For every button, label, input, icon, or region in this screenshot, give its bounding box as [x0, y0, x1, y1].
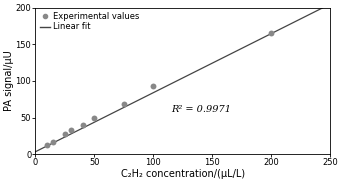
Point — [268, 32, 274, 35]
Y-axis label: PA signal/μU: PA signal/μU — [4, 51, 14, 111]
Point — [121, 103, 127, 106]
Point — [80, 124, 85, 126]
Legend: Experimental values, Linear fit: Experimental values, Linear fit — [38, 10, 141, 33]
X-axis label: C₂H₂ concentration/(μL/L): C₂H₂ concentration/(μL/L) — [121, 169, 245, 179]
Point — [44, 144, 50, 147]
Point — [150, 85, 156, 88]
Point — [62, 132, 68, 135]
Point — [50, 140, 56, 143]
Text: R² = 0.9971: R² = 0.9971 — [171, 105, 231, 114]
Point — [92, 116, 97, 119]
Point — [68, 129, 74, 132]
